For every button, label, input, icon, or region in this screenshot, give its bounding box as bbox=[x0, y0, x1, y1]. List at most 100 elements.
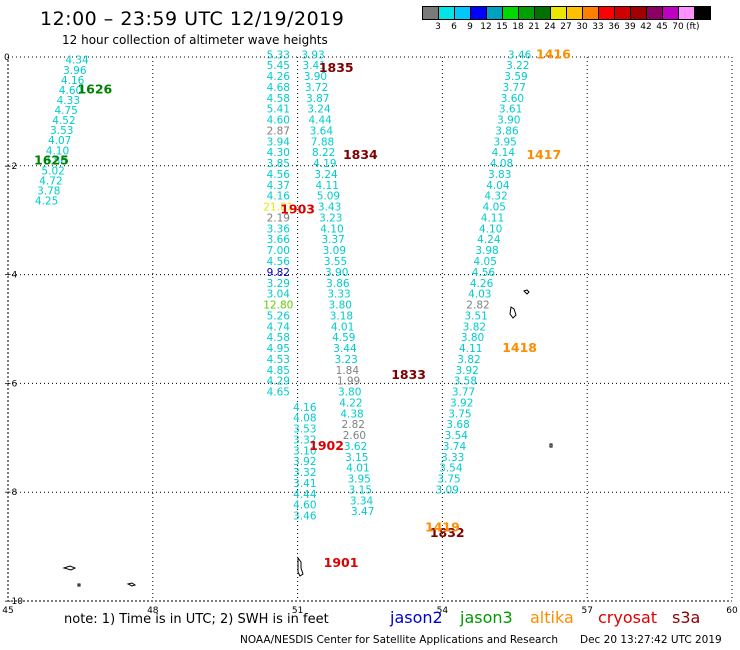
legend-tick-label: 21 bbox=[528, 22, 540, 32]
wave-height-value: 4.10 bbox=[479, 223, 502, 235]
pass-time-label: 1833 bbox=[391, 367, 426, 382]
wave-height-value: 3.54 bbox=[445, 430, 469, 442]
pass-time-label: 1902 bbox=[309, 438, 344, 453]
wave-height-value: 3.78 bbox=[37, 186, 60, 198]
wave-height-value: 3.90 bbox=[325, 267, 348, 279]
wave-height-value: 3.33 bbox=[441, 452, 464, 464]
wave-height-value: 4.75 bbox=[54, 105, 77, 117]
wave-height-value: 3.10 bbox=[293, 445, 316, 457]
legend-tick-label: 27 bbox=[560, 22, 572, 32]
wave-height-value: 4.56 bbox=[267, 169, 291, 181]
wave-height-value: 3.75 bbox=[437, 474, 460, 486]
wave-height-value: 2.82 bbox=[342, 419, 365, 431]
wave-height-value: 3.80 bbox=[461, 332, 484, 344]
wave-height-value: 4.24 bbox=[477, 234, 501, 246]
wave-height-value: 3.80 bbox=[338, 387, 361, 399]
wave-height-value: 3.82 bbox=[463, 321, 486, 333]
wave-height-value: 3.80 bbox=[329, 300, 352, 312]
wave-height-value: 4.37 bbox=[267, 180, 290, 192]
pass-time-label: 1835 bbox=[319, 60, 354, 75]
wave-height-value: 3.64 bbox=[310, 125, 334, 137]
pass-time-label: 1625 bbox=[34, 152, 69, 167]
wave-height-value: 4.59 bbox=[332, 332, 355, 344]
legend-tick-label: 36 bbox=[608, 22, 620, 32]
wave-height-value: 3.46 bbox=[293, 511, 317, 523]
wave-height-value: 4.32 bbox=[484, 191, 507, 203]
wave-height-value: 4.11 bbox=[481, 212, 504, 224]
wave-height-value: 3.77 bbox=[503, 82, 526, 94]
wave-height-value: 3.09 bbox=[323, 245, 346, 257]
satellite-label-cryosat: cryosat bbox=[598, 608, 658, 627]
x-tick-label: 51 bbox=[292, 606, 303, 616]
wave-height-value: 4.10 bbox=[320, 223, 343, 235]
island-shape bbox=[509, 306, 517, 319]
y-tick-label: −10 bbox=[4, 597, 23, 607]
wave-height-value: 3.33 bbox=[327, 289, 350, 301]
wave-height-value: 4.14 bbox=[492, 147, 516, 159]
legend-tick-label: 45 bbox=[656, 22, 668, 32]
wave-height-value: 4.07 bbox=[48, 135, 71, 147]
x-tick-label: 48 bbox=[147, 606, 159, 616]
pass-time-label: 1901 bbox=[324, 555, 359, 570]
legend-tick-label: 42 bbox=[640, 22, 652, 32]
wave-height-value: 3.86 bbox=[495, 125, 519, 137]
wave-height-value: 5.41 bbox=[267, 104, 290, 116]
wave-height-value: 7.88 bbox=[311, 136, 334, 148]
satellite-label-s3a: s3a bbox=[672, 608, 701, 627]
wave-height-value: 3.23 bbox=[319, 212, 342, 224]
x-tick-label: 54 bbox=[437, 606, 449, 616]
wave-height-value: 4.52 bbox=[52, 115, 75, 127]
wave-height-value: 4.72 bbox=[39, 175, 62, 187]
wave-height-value: 4.10 bbox=[46, 145, 69, 157]
wave-height-value: 4.11 bbox=[459, 343, 482, 355]
wave-height-value: 3.98 bbox=[475, 245, 498, 257]
wave-height-value: 4.08 bbox=[490, 158, 513, 170]
wave-height-values: 4.343.964.164.604.334.754.523.534.074.10… bbox=[35, 49, 532, 522]
pass-time-label: 1419 bbox=[425, 520, 460, 535]
wave-height-value: 4.29 bbox=[267, 376, 290, 388]
wave-height-value: 4.60 bbox=[293, 500, 316, 512]
wave-height-value: 3.18 bbox=[330, 310, 353, 322]
legend-tick-label: 3 bbox=[435, 22, 441, 32]
wave-height-value: 3.83 bbox=[488, 169, 511, 181]
wave-height-value: 3.74 bbox=[443, 441, 467, 453]
wave-height-value: 5.26 bbox=[267, 310, 291, 322]
wave-height-value: 3.15 bbox=[349, 484, 372, 496]
wave-height-value: 4.33 bbox=[57, 95, 80, 107]
y-tick-label: −2 bbox=[4, 162, 17, 172]
wave-height-value: 3.93 bbox=[301, 49, 324, 61]
wave-height-value: 4.16 bbox=[267, 191, 291, 203]
wave-height-value: 3.22 bbox=[506, 60, 529, 72]
wave-height-value: 3.46 bbox=[508, 49, 532, 61]
wave-height-value: 2.19 bbox=[267, 212, 290, 224]
map-grid bbox=[7, 56, 733, 602]
wave-height-value: 3.51 bbox=[464, 310, 487, 322]
pass-time-label: 1417 bbox=[526, 147, 561, 162]
island-shape bbox=[77, 583, 81, 587]
wave-height-value: 4.65 bbox=[267, 387, 290, 399]
map-subtitle: 12 hour collection of altimeter wave hei… bbox=[62, 33, 328, 47]
satellite-label-jason3: jason3 bbox=[460, 608, 513, 627]
legend-tick-label: 33 bbox=[592, 22, 604, 32]
wave-height-value: 4.16 bbox=[293, 402, 317, 414]
legend-tick-label: 9 bbox=[467, 22, 473, 32]
y-tick-label: −4 bbox=[4, 271, 18, 281]
islands bbox=[62, 289, 553, 587]
wave-height-value: 4.85 bbox=[267, 365, 290, 377]
wave-height-value: 4.19 bbox=[313, 158, 336, 170]
wave-height-value: 1.84 bbox=[336, 365, 360, 377]
wave-height-value: 4.58 bbox=[267, 332, 290, 344]
legend-tick-label: 12 bbox=[480, 22, 492, 32]
axis-tick-labels: 45 48 51 54 57 60 0 −2 −4 −6 −8 −10 bbox=[2, 53, 738, 616]
legend-tick-label: 15 bbox=[496, 22, 508, 32]
wave-height-value: 3.62 bbox=[344, 441, 367, 453]
wave-height-value: 3.37 bbox=[321, 234, 344, 246]
wave-height-value: 3.95 bbox=[347, 474, 370, 486]
wave-height-value: 4.56 bbox=[267, 256, 291, 268]
wave-height-value: 4.60 bbox=[59, 85, 82, 97]
island-shape bbox=[126, 582, 137, 587]
satellite-label-jason2: jason2 bbox=[390, 608, 443, 627]
satellite-label-altika: altika bbox=[530, 608, 574, 627]
legend-swatch bbox=[694, 6, 711, 20]
pass-time-label: 1903 bbox=[280, 201, 315, 216]
